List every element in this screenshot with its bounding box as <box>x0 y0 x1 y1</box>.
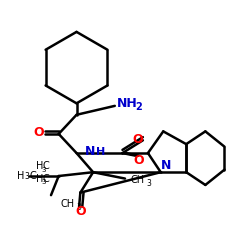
Text: C: C <box>30 171 36 181</box>
Text: 3: 3 <box>147 179 152 188</box>
Text: O: O <box>33 126 43 139</box>
Text: C: C <box>42 161 49 171</box>
Text: H: H <box>36 174 43 184</box>
Text: H: H <box>96 147 106 157</box>
Text: O: O <box>132 132 143 145</box>
Text: NH: NH <box>117 97 138 110</box>
Text: O: O <box>134 154 144 167</box>
Text: 3: 3 <box>41 167 46 173</box>
Text: H: H <box>36 161 43 171</box>
Text: 3: 3 <box>24 172 29 180</box>
Text: 3: 3 <box>41 180 46 186</box>
Text: CH: CH <box>131 175 145 185</box>
Text: O: O <box>75 205 86 218</box>
Text: 2: 2 <box>136 102 142 112</box>
Text: C: C <box>42 174 49 184</box>
Text: H: H <box>17 171 24 181</box>
Text: 3: 3 <box>77 204 82 212</box>
Text: CH: CH <box>60 199 75 209</box>
Text: N: N <box>161 159 171 172</box>
Text: N: N <box>85 145 96 158</box>
